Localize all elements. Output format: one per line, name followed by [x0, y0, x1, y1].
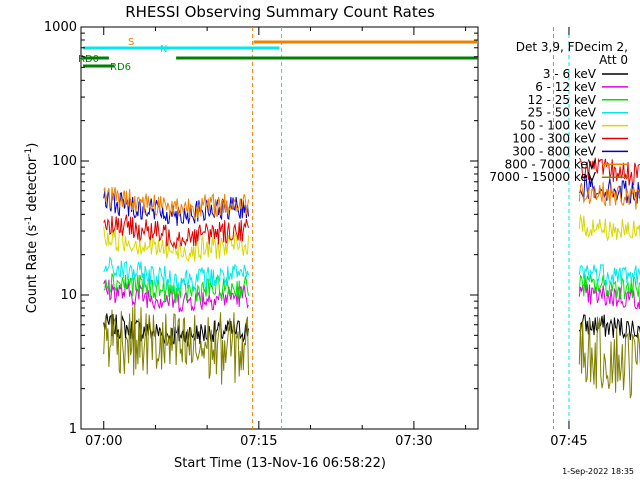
flag-label: RD6 [110, 62, 131, 73]
x-tick-label: 07:45 [550, 434, 587, 449]
legend-entry-label: 300 - 800 keV [512, 144, 596, 158]
flag-label: RD0 [78, 54, 99, 65]
legend-entry-label: 800 - 7000 keV [505, 157, 597, 171]
flag-bar-rd0 [176, 56, 479, 60]
legend-entry-label: 6 - 12 keV [535, 80, 597, 94]
series-line [103, 226, 249, 263]
x-tick-label: 07:30 [395, 434, 432, 449]
legend-header-line-2: Att 0 [599, 53, 628, 67]
flag-label: S [128, 37, 134, 48]
chart-title: RHESSI Observing Summary Count Rates [125, 3, 435, 21]
generation-timestamp: 1-Sep-2022 18:35 [562, 467, 634, 476]
y-axis-label: Count Rate (s-1 detector-1) [24, 143, 40, 314]
legend-entry-label: 12 - 25 keV [528, 93, 597, 107]
series-line [103, 272, 249, 304]
y-tick-label: 1 [69, 422, 77, 437]
flag-bars-layer: S N RD0 RD6 [78, 37, 479, 73]
series-line [103, 303, 249, 385]
legend-entry-label: 25 - 50 keV [528, 106, 597, 120]
axes-layer: 07:0007:1507:3007:4508:0008:1508:3011010… [44, 20, 588, 449]
flag-bar-rd0 [83, 56, 109, 60]
series-line [103, 214, 249, 249]
series-line [103, 313, 249, 347]
y-tick-label: 1000 [44, 20, 77, 35]
x-tick-label: 07:15 [240, 434, 277, 449]
data-series-layer [103, 27, 640, 429]
legend-entry-label: 3 - 6 keV [543, 67, 597, 81]
legend-entry-label: 100 - 300 keV [512, 132, 596, 146]
x-tick-label: 07:00 [85, 434, 122, 449]
plot-frame [80, 26, 479, 430]
flag-bar-rd6 [83, 64, 115, 68]
series-line [103, 256, 249, 293]
flag-bar-s [253, 40, 478, 44]
legend-header-line-1: Det 3,9, FDecim 2, [516, 40, 628, 54]
x-axis-label: Start Time (13-Nov-16 06:58:22) [174, 456, 386, 471]
flag-label: N [160, 44, 167, 55]
series-line [103, 186, 249, 220]
series-line [578, 214, 640, 242]
y-tick-label: 10 [60, 288, 77, 303]
flag-bar-n [83, 46, 280, 50]
legend-entry-label: 50 - 100 keV [520, 119, 597, 133]
y-tick-label: 100 [52, 154, 77, 169]
legend-entry-label: 7000 - 15000 keV [489, 170, 596, 184]
